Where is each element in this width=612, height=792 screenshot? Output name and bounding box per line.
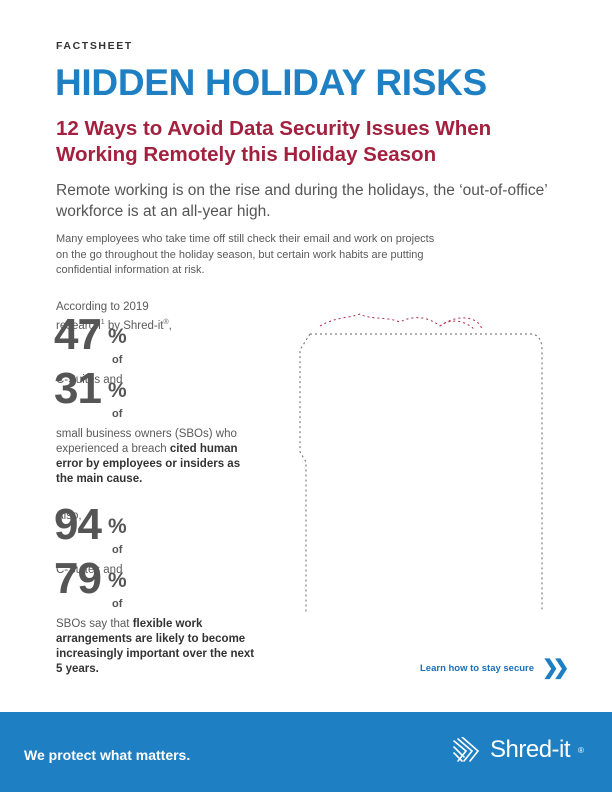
stat-94: 94 % of [54,502,256,563]
brand-reg-mark: ® [578,745,584,755]
learn-more-link[interactable]: Learn how to stay secure ❯❯ [420,657,569,679]
shred-it-logo: Shred-it ® [452,736,584,764]
stat-79: 79 % of [54,556,256,617]
stat-number: 79 [54,553,102,603]
lead-paragraph: Remote working is on the rise and during… [56,182,548,220]
page-subtitle: 12 Ways to Avoid Data Security Issues Wh… [56,117,492,166]
cta-label: Learn how to stay secure [420,662,535,674]
stat-of: of [112,353,123,366]
stat-31: 31 % of [54,366,256,427]
stat-number: 94 [54,499,102,549]
gift-box-illustration [299,313,543,612]
stat-label: small business owners (SBOs) who experie… [56,427,241,485]
stat-percent: % [108,568,127,592]
brand-name: Shred-it [490,736,571,763]
stat-of: of [112,543,123,556]
statistics-column: According to 2019 research1 by Shred-it®… [54,300,256,677]
stat-number: 47 [54,309,102,359]
gift-bow-outline [319,313,476,331]
footer-bar: We protect what matters. Shred-it ® [0,712,612,792]
stat-percent: % [108,514,127,538]
stat-percent: % [108,324,127,348]
page-title: HIDDEN HOLIDAY RISKS [55,62,487,103]
gift-box-outline [299,333,543,612]
also-label: Also, [56,509,82,522]
stats-intro: According to 2019 research1 by Shred-it®… [56,301,172,332]
footer-tagline: We protect what matters. [24,747,191,763]
stat-label: C-Suites and [56,563,123,576]
stat-of: of [112,597,123,610]
shred-lines-icon [453,737,479,762]
double-chevron-right-icon: ❯❯ [542,657,569,679]
stat-percent: % [108,378,127,402]
stat-47: 47 % of [54,312,256,373]
factsheet-label: FACTSHEET [56,40,133,52]
stat-label: C-Suites and [56,373,123,386]
stat-number: 31 [54,363,102,413]
stat-label: SBOs say that flexible work arrangements… [56,617,255,675]
gift-bow-loop [439,317,483,331]
stat-of: of [112,407,123,420]
body-paragraph: Many employees who take time off still c… [56,233,435,276]
